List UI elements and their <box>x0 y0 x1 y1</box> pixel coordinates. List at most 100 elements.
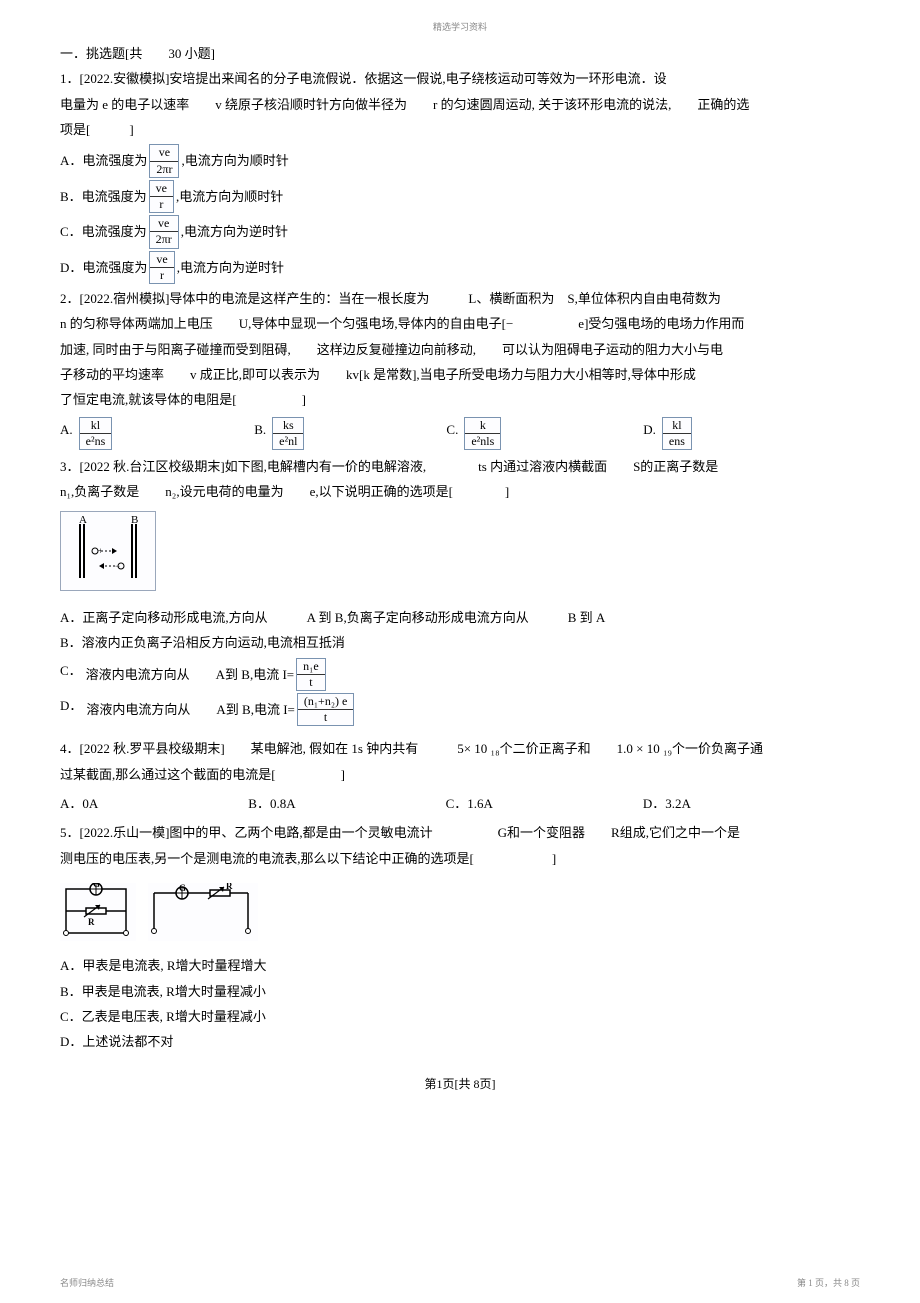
circuit-icon: G R <box>60 883 136 941</box>
frac-num: k <box>465 418 500 434</box>
q3-d-text: 溶液内电流方向从 A到 B,电流 I= <box>86 697 294 722</box>
frac-den: e²nls <box>465 434 500 449</box>
q4-options: A．0A B．0.8A C．1.6A D．3.2A <box>60 791 860 816</box>
q5-opt-c: C．乙表是电压表, R增大时量程减小 <box>60 1004 860 1029</box>
q1-b-pre: B．电流强度为 <box>60 184 147 209</box>
frac-num: n₁e <box>297 659 325 675</box>
q1-d-post: ,电流方向为逆时针 <box>177 255 284 280</box>
q4-opt-c: C．1.6A <box>446 791 493 816</box>
q1-c-pre: C．电流强度为 <box>60 219 147 244</box>
fraction: kl ens <box>662 417 692 450</box>
opt-label: D. <box>643 417 656 442</box>
q1-line3: 项是[ ] <box>60 117 860 142</box>
frac-den: r <box>150 268 173 283</box>
frac-num: ve <box>150 181 173 197</box>
frac-den: ens <box>663 434 691 449</box>
fraction: ve r <box>149 251 174 284</box>
frac-num: ve <box>150 252 173 268</box>
q2-opt-a: A. kl e²ns <box>60 417 114 450</box>
fraction: ve 2πr <box>149 144 179 177</box>
q5-opt-d: D．上述说法都不对 <box>60 1029 860 1054</box>
q2-opt-d: D. kl ens <box>643 417 694 450</box>
q3-opt-c: C． 溶液内电流方向从 A到 B,电流 I= n₁e t <box>60 658 860 691</box>
label-r: R <box>88 917 95 927</box>
frac-den: e²nl <box>273 434 303 449</box>
q2-line2: n 的匀称导体两端加上电压 U,导体中显现一个匀强电场,导体内的自由电子[− e… <box>60 311 860 336</box>
q2-opt-c: C. k e²nls <box>446 417 503 450</box>
frac-num: kl <box>663 418 691 434</box>
q3-c-text: 溶液内电流方向从 A到 B,电流 I= <box>86 662 294 687</box>
label-g: G <box>93 883 100 889</box>
q5-diagrams: G R G <box>60 877 860 947</box>
frac-num: ve <box>150 216 178 232</box>
q2-opt-b: B. ks e²nl <box>254 417 306 450</box>
label-a: A <box>79 516 87 526</box>
q1-b-post: ,电流方向为顺时针 <box>176 184 283 209</box>
fraction: ve r <box>149 180 174 213</box>
circuit-icon: G R <box>148 883 258 941</box>
q4-line2: 过某截面,那么通过这个截面的电流是[ ] <box>60 762 860 787</box>
frac-den: 2πr <box>150 232 178 247</box>
label-b: B <box>131 516 138 526</box>
fraction: k e²nls <box>464 417 501 450</box>
frac-den: 2πr <box>150 162 178 177</box>
frac-num: kl <box>80 418 112 434</box>
opt-label: C． <box>60 658 82 683</box>
frac-den: r <box>150 197 173 212</box>
opt-label: C. <box>446 417 458 442</box>
q3-diagram: A B + − <box>60 511 156 591</box>
q1-a-pre: A．电流强度为 <box>60 148 147 173</box>
frac-num: (n₁+n₂) e <box>298 694 353 710</box>
footer-right: 第 1 页，共 8 页 <box>797 1276 860 1289</box>
opt-label: A. <box>60 417 73 442</box>
content: 一．挑选题[共 30 小题] 1．[2022.安徽模拟]安培提出来闻名的分子电流… <box>60 41 860 1096</box>
svg-text:−: − <box>115 561 120 571</box>
frac-num: ve <box>150 145 178 161</box>
page: 精选学习资料 一．挑选题[共 30 小题] 1．[2022.安徽模拟]安培提出来… <box>0 0 920 1303</box>
frac-den: t <box>298 710 353 725</box>
q3-opt-d: D． 溶液内电流方向从 A到 B,电流 I= (n₁+n₂) e t <box>60 693 860 726</box>
q5-opt-b: B．甲表是电流表, R增大时量程减小 <box>60 979 860 1004</box>
q5-diagram-jia: G R <box>60 883 136 941</box>
q4-opt-b: B．0.8A <box>248 791 295 816</box>
q1-a-post: ,电流方向为顺时针 <box>181 148 288 173</box>
fraction: kl e²ns <box>79 417 113 450</box>
q1-opt-a: A．电流强度为 ve 2πr ,电流方向为顺时针 <box>60 144 860 177</box>
q1-c-post: ,电流方向为逆时针 <box>181 219 288 244</box>
q4-opt-a: A．0A <box>60 791 98 816</box>
q1-line2: 电量为 e 的电子以速率 v 绕原子核沿顺时针方向做半径为 r 的匀速圆周运动,… <box>60 92 860 117</box>
q2-line1: 2．[2022.宿州模拟]导体中的电流是这样产生的：当在一根长度为 L、横断面积… <box>60 286 860 311</box>
section-title: 一．挑选题[共 30 小题] <box>60 41 860 66</box>
q3-line1: 3．[2022 秋.台江区校级期末]如下图,电解槽内有一价的电解溶液, ts 内… <box>60 454 860 479</box>
fraction: ve 2πr <box>149 215 179 248</box>
q5-line1: 5．[2022.乐山一模]图中的甲、乙两个电路,都是由一个灵敏电流计 G和一个变… <box>60 820 860 845</box>
opt-label: D． <box>60 693 82 718</box>
page-number: 第1页[共 8页] <box>60 1073 860 1096</box>
fraction: ks e²nl <box>272 417 304 450</box>
fraction: (n₁+n₂) e t <box>297 693 354 726</box>
frac-den: e²ns <box>80 434 112 449</box>
q2-options: A. kl e²ns B. ks e²nl C. k e²nls <box>60 417 860 450</box>
q3-line2: n₁,负离子数是 n₂,设元电荷的电量为 e,以下说明正确的选项是[ ] <box>60 479 860 504</box>
q2-line5: 了恒定电流,就该导体的电阻是[ ] <box>60 387 860 412</box>
q1-opt-b: B．电流强度为 ve r ,电流方向为顺时针 <box>60 180 860 213</box>
q1-d-pre: D．电流强度为 <box>60 255 147 280</box>
q5-diagram-yi: G R <box>148 883 258 941</box>
q4-line1: 4．[2022 秋.罗平县校级期末] 某电解池, 假如在 1s 钟内共有 5× … <box>60 736 860 761</box>
opt-label: B. <box>254 417 266 442</box>
footer: 名师归纳总结 第 1 页，共 8 页 <box>60 1276 860 1289</box>
q5-opt-a: A．甲表是电流表, R增大时量程增大 <box>60 953 860 978</box>
frac-den: t <box>297 675 325 690</box>
q5-line2: 测电压的电压表,另一个是测电流的电流表,那么以下结论中正确的选项是[ ] <box>60 846 860 871</box>
label-g: G <box>179 883 186 893</box>
frac-num: ks <box>273 418 303 434</box>
q1-opt-d: D．电流强度为 ve r ,电流方向为逆时针 <box>60 251 860 284</box>
q1-line1: 1．[2022.安徽模拟]安培提出来闻名的分子电流假说．依据这一假说,电子绕核运… <box>60 66 860 91</box>
q1-opt-c: C．电流强度为 ve 2πr ,电流方向为逆时针 <box>60 215 860 248</box>
top-header: 精选学习资料 <box>60 20 860 33</box>
label-r: R <box>226 883 233 891</box>
q3-opt-b: B．溶液内正负离子沿相反方向运动,电流相互抵消 <box>60 630 860 655</box>
electrolysis-icon: A B + − <box>65 516 151 586</box>
q2-line4: 子移动的平均速率 v 成正比,即可以表示为 kv[k 是常数],当电子所受电场力… <box>60 362 860 387</box>
q4-opt-d: D．3.2A <box>643 791 691 816</box>
